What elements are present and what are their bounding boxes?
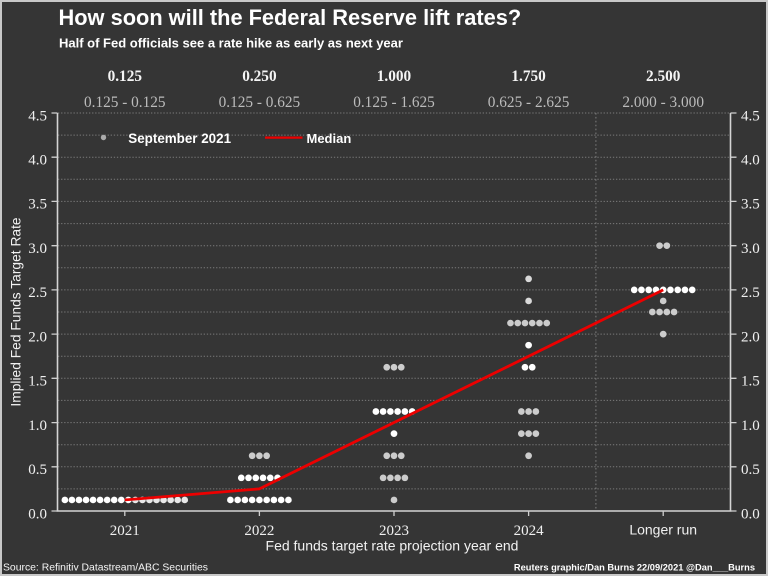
svg-text:1.000: 1.000 xyxy=(377,68,412,85)
svg-text:2.0: 2.0 xyxy=(741,329,760,345)
svg-text:0.125 - 0.125: 0.125 - 0.125 xyxy=(84,94,166,111)
svg-text:1.0: 1.0 xyxy=(741,418,760,434)
svg-text:3.0: 3.0 xyxy=(28,241,47,257)
svg-text:Source: Refinitiv Datastream/A: Source: Refinitiv Datastream/ABC Securit… xyxy=(3,562,208,573)
svg-text:September 2021: September 2021 xyxy=(128,131,231,146)
svg-text:2.000 - 3.000: 2.000 - 3.000 xyxy=(622,94,704,111)
svg-text:0.125 - 1.625: 0.125 - 1.625 xyxy=(353,94,435,111)
svg-text:0.125: 0.125 xyxy=(108,68,143,85)
svg-text:2.5: 2.5 xyxy=(28,285,47,301)
svg-text:How soon will the Federal Rese: How soon will the Federal Reserve lift r… xyxy=(59,5,522,30)
svg-text:0.0: 0.0 xyxy=(741,506,760,522)
svg-text:2.5: 2.5 xyxy=(741,285,760,301)
svg-text:Median: Median xyxy=(307,131,352,146)
svg-text:Fed funds target rate projecti: Fed funds target rate projection year en… xyxy=(266,538,519,554)
svg-text:2021: 2021 xyxy=(110,523,140,539)
svg-text:Reuters graphic/Dan Burns 22/0: Reuters graphic/Dan Burns 22/09/2021 @Da… xyxy=(514,563,755,573)
svg-text:4.0: 4.0 xyxy=(28,153,47,169)
svg-text:1.0: 1.0 xyxy=(28,418,47,434)
svg-text:2.0: 2.0 xyxy=(28,329,47,345)
svg-text:Longer run: Longer run xyxy=(629,521,697,537)
svg-text:2022: 2022 xyxy=(244,523,274,539)
svg-text:0.5: 0.5 xyxy=(28,462,47,478)
svg-text:2023: 2023 xyxy=(379,523,409,539)
svg-text:4.5: 4.5 xyxy=(28,108,47,124)
svg-text:1.750: 1.750 xyxy=(511,68,546,85)
svg-text:0.625 - 2.625: 0.625 - 2.625 xyxy=(488,94,570,111)
svg-text:0.0: 0.0 xyxy=(28,506,47,522)
svg-text:0.125 - 0.625: 0.125 - 0.625 xyxy=(219,94,301,111)
svg-text:4.0: 4.0 xyxy=(741,153,760,169)
svg-text:3.5: 3.5 xyxy=(741,197,760,213)
svg-text:1.5: 1.5 xyxy=(28,374,47,390)
svg-text:3.0: 3.0 xyxy=(741,241,760,257)
svg-text:Implied Fed Funds Target Rate: Implied Fed Funds Target Rate xyxy=(9,217,24,406)
svg-text:0.250: 0.250 xyxy=(242,68,277,85)
svg-text:0.5: 0.5 xyxy=(741,462,760,478)
svg-text:2024: 2024 xyxy=(514,523,545,539)
svg-text:3.5: 3.5 xyxy=(28,197,47,213)
svg-text:2.500: 2.500 xyxy=(646,68,681,85)
svg-text:1.5: 1.5 xyxy=(741,374,760,390)
svg-text:Half of Fed officials see a ra: Half of Fed officials see a rate hike as… xyxy=(59,36,403,51)
svg-text:4.5: 4.5 xyxy=(741,108,760,124)
